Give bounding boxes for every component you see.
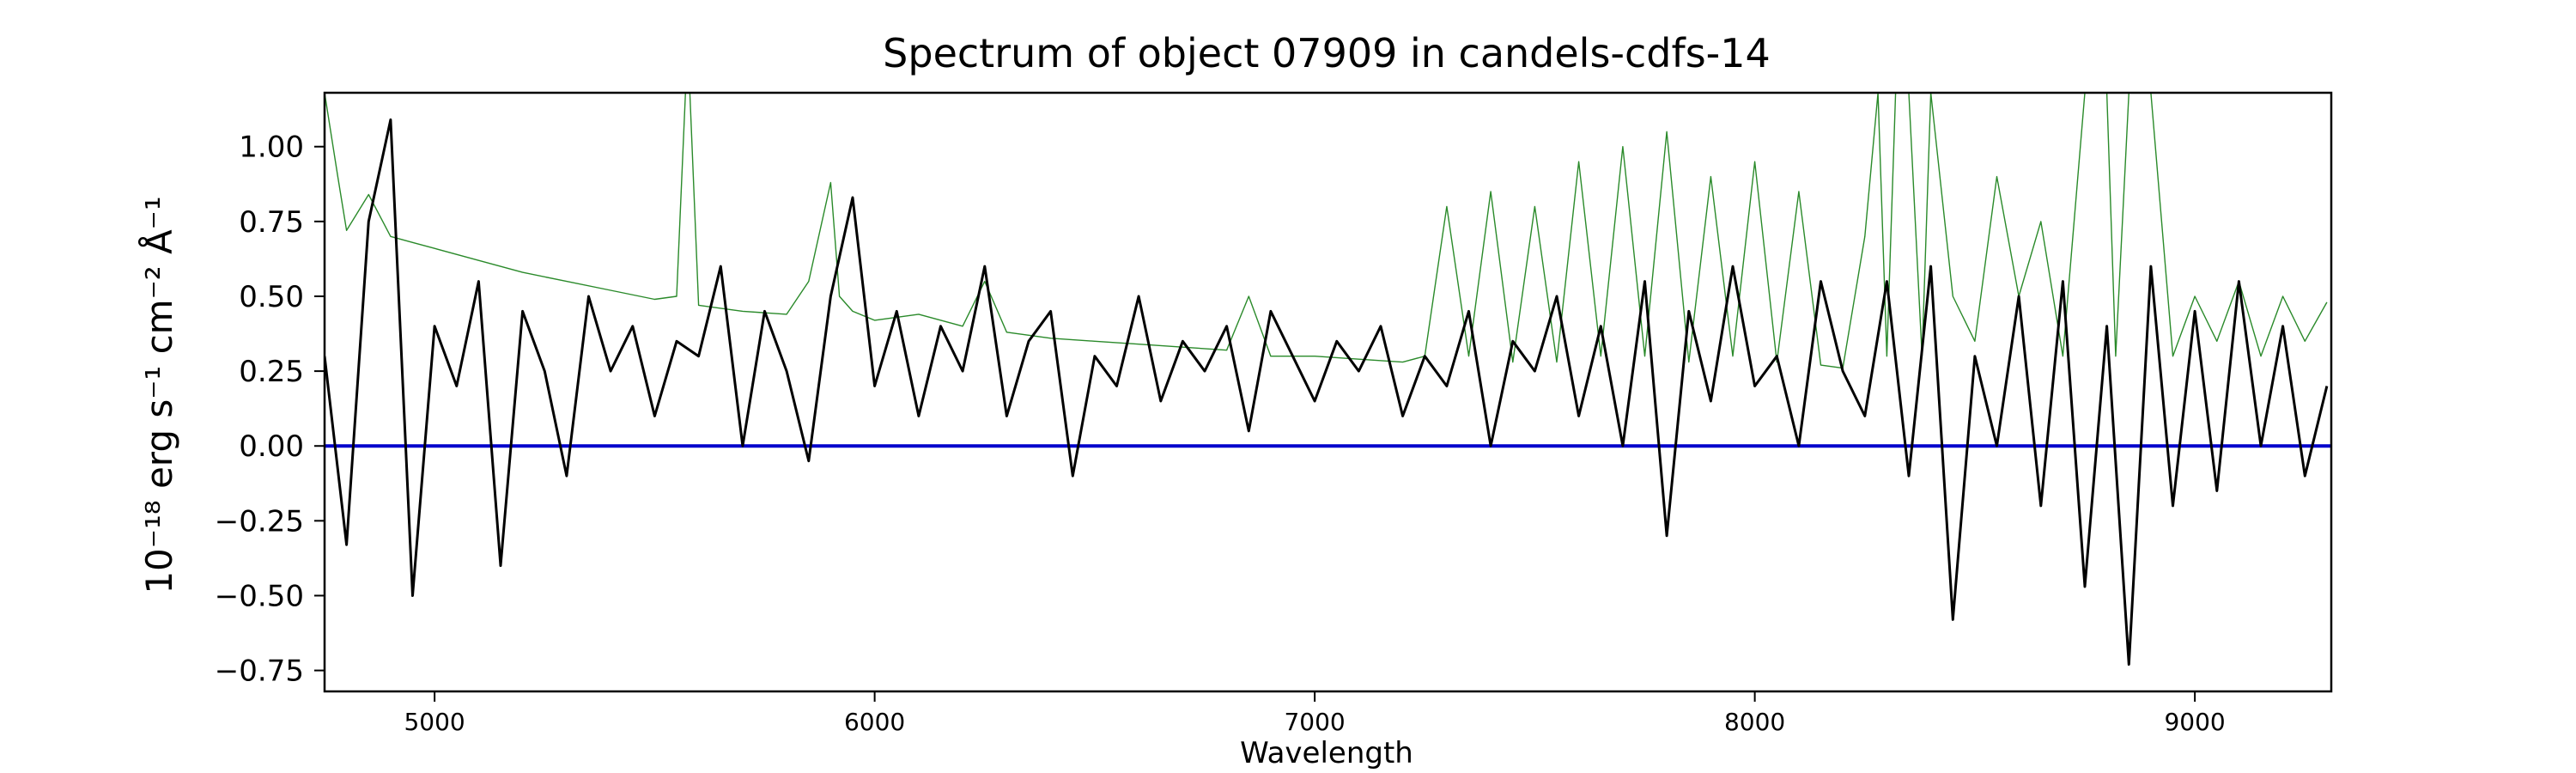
x-tick-label: 5000	[404, 708, 465, 736]
y-tick-label: −0.25	[215, 504, 304, 539]
x-axis-label: Wavelength	[1240, 736, 1413, 770]
plot-frame	[323, 91, 2333, 693]
x-tick-label: 9000	[2164, 708, 2225, 736]
y-tick-label: 0.25	[239, 355, 304, 389]
x-tick-label: 7000	[1284, 708, 1345, 736]
chart-title: Spectrum of object 07909 in candels-cdfs…	[883, 30, 1771, 76]
y-tick-label: 0.50	[239, 280, 304, 314]
y-axis-label: 10⁻¹⁸ erg s⁻¹ cm⁻² Å⁻¹	[137, 196, 180, 593]
error-series-line	[325, 93, 2328, 369]
y-tick-label: 1.00	[239, 131, 304, 165]
x-tick-label: 6000	[844, 708, 905, 736]
x-tick-label: 8000	[1724, 708, 1785, 736]
y-tick-label: −0.75	[215, 654, 304, 689]
y-tick-label: 0.75	[239, 205, 304, 240]
y-tick-label: −0.50	[215, 579, 304, 613]
flux-series-line	[325, 118, 2329, 666]
y-tick-label: 0.00	[239, 429, 304, 464]
